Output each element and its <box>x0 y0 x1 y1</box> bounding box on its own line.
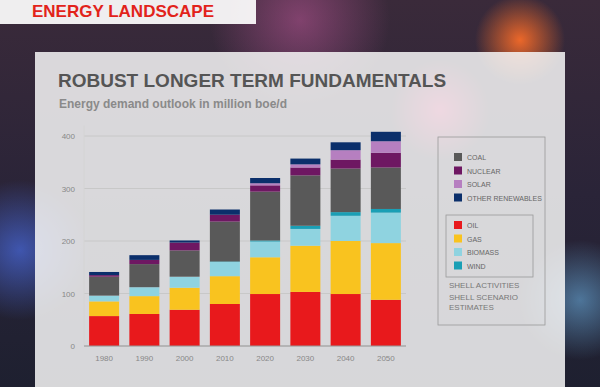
legend-swatch <box>454 194 462 202</box>
y-tick-label: 0 <box>71 342 76 351</box>
bar-segment <box>170 310 200 346</box>
annotation: SHELL SCENARIO ESTIMATES <box>449 293 539 313</box>
legend-label: COAL <box>467 154 486 161</box>
legend-label: BIOMASS <box>467 249 499 256</box>
bar-segment <box>170 243 200 251</box>
bar-segment <box>290 226 320 229</box>
bar-segment <box>250 294 280 346</box>
bar-segment <box>170 277 200 288</box>
bar-segment <box>89 316 119 346</box>
y-tick-label: 300 <box>62 185 76 194</box>
title: ROBUST LONGER TERM FUNDAMENTALS <box>58 70 446 91</box>
bar-segment <box>371 141 401 153</box>
legend-swatch <box>454 167 462 175</box>
bar-segment <box>210 304 240 346</box>
bar-segment <box>331 241 361 294</box>
bar-segment <box>210 262 240 276</box>
bar-segment <box>371 243 401 300</box>
bar-segment <box>331 294 361 346</box>
legend-box <box>438 137 545 325</box>
bar-segment <box>331 160 361 169</box>
legend-swatch <box>454 248 462 256</box>
x-tick-label: 2000 <box>176 354 194 363</box>
bar-segment <box>331 169 361 213</box>
bar-segment <box>250 257 280 294</box>
bar-segment <box>371 209 401 213</box>
bar-segment <box>290 292 320 346</box>
legend-label: OTHER RENEWABLES <box>467 195 542 202</box>
x-tick-label: 2010 <box>216 354 234 363</box>
y-tick-label: 100 <box>62 290 76 299</box>
x-tick-label: 2030 <box>296 354 314 363</box>
legend-swatch <box>454 180 462 188</box>
bar-segment <box>250 183 280 185</box>
bar-segment <box>89 275 119 277</box>
legend-label: SOLAR <box>467 181 491 188</box>
annotation: SHELL ACTIVITIES <box>449 281 539 291</box>
x-tick-label: 2040 <box>337 354 355 363</box>
bar-segment <box>290 164 320 167</box>
bar-segment <box>129 296 159 314</box>
bar-segment <box>129 255 159 260</box>
legend-label: GAS <box>467 236 482 243</box>
bar-segment <box>250 178 280 183</box>
grid-line <box>84 136 406 137</box>
y-tick-label: 400 <box>62 132 76 141</box>
bar-segment <box>290 246 320 292</box>
bar-segment <box>89 296 119 302</box>
bar-segment <box>371 168 401 209</box>
bar-segment <box>129 260 159 264</box>
bar-segment <box>210 276 240 304</box>
bar-segment <box>250 185 280 191</box>
legend-swatch <box>454 221 462 229</box>
bar-segment <box>210 222 240 262</box>
x-tick-label: 2050 <box>377 354 395 363</box>
x-axis-line <box>84 346 406 347</box>
legend-label: WIND <box>467 263 486 270</box>
bar-segment <box>210 215 240 222</box>
bar-segment <box>89 277 119 296</box>
header: ENERGY LANDSCAPE <box>0 0 256 24</box>
bar-segment <box>290 175 320 225</box>
x-tick-label: 2020 <box>256 354 274 363</box>
bar-segment <box>331 142 361 150</box>
bar-segment <box>210 210 240 215</box>
x-tick-label: 1980 <box>95 354 113 363</box>
bar-segment <box>170 288 200 310</box>
bar-segment <box>129 314 159 346</box>
bar-segment <box>290 168 320 176</box>
bar-segment <box>331 150 361 159</box>
bar-segment <box>331 212 361 216</box>
legend-label: OIL <box>467 222 478 229</box>
bar-segment <box>129 264 159 287</box>
bar-segment <box>170 250 200 276</box>
legend-label: NUCLEAR <box>467 168 500 175</box>
bar-segment <box>290 159 320 165</box>
bar-segment <box>89 301 119 316</box>
bar-segment <box>129 287 159 296</box>
bar-segment <box>371 132 401 141</box>
bar-segment <box>89 272 119 275</box>
legend-box <box>446 215 533 277</box>
chart: ROBUST LONGER TERM FUNDAMENTALS Energy de… <box>0 0 600 387</box>
legend-swatch <box>454 235 462 243</box>
bar-segment <box>371 300 401 346</box>
bar-segment <box>371 153 401 168</box>
legend-swatch <box>454 262 462 270</box>
grid-line <box>84 346 406 347</box>
y-axis-line <box>84 126 85 347</box>
bar-segment <box>250 192 280 241</box>
bar-segment <box>331 216 361 241</box>
bars <box>89 132 401 346</box>
legend-swatch <box>454 153 462 161</box>
bar-segment <box>250 242 280 258</box>
bar-segment <box>371 213 401 243</box>
bar-segment <box>290 229 320 246</box>
x-tick-label: 1990 <box>135 354 153 363</box>
bar-segment <box>170 240 200 242</box>
y-tick-label: 200 <box>62 237 76 246</box>
subtitle: Energy demand outlook in million boe/d <box>59 97 287 111</box>
bar-segment <box>250 240 280 241</box>
